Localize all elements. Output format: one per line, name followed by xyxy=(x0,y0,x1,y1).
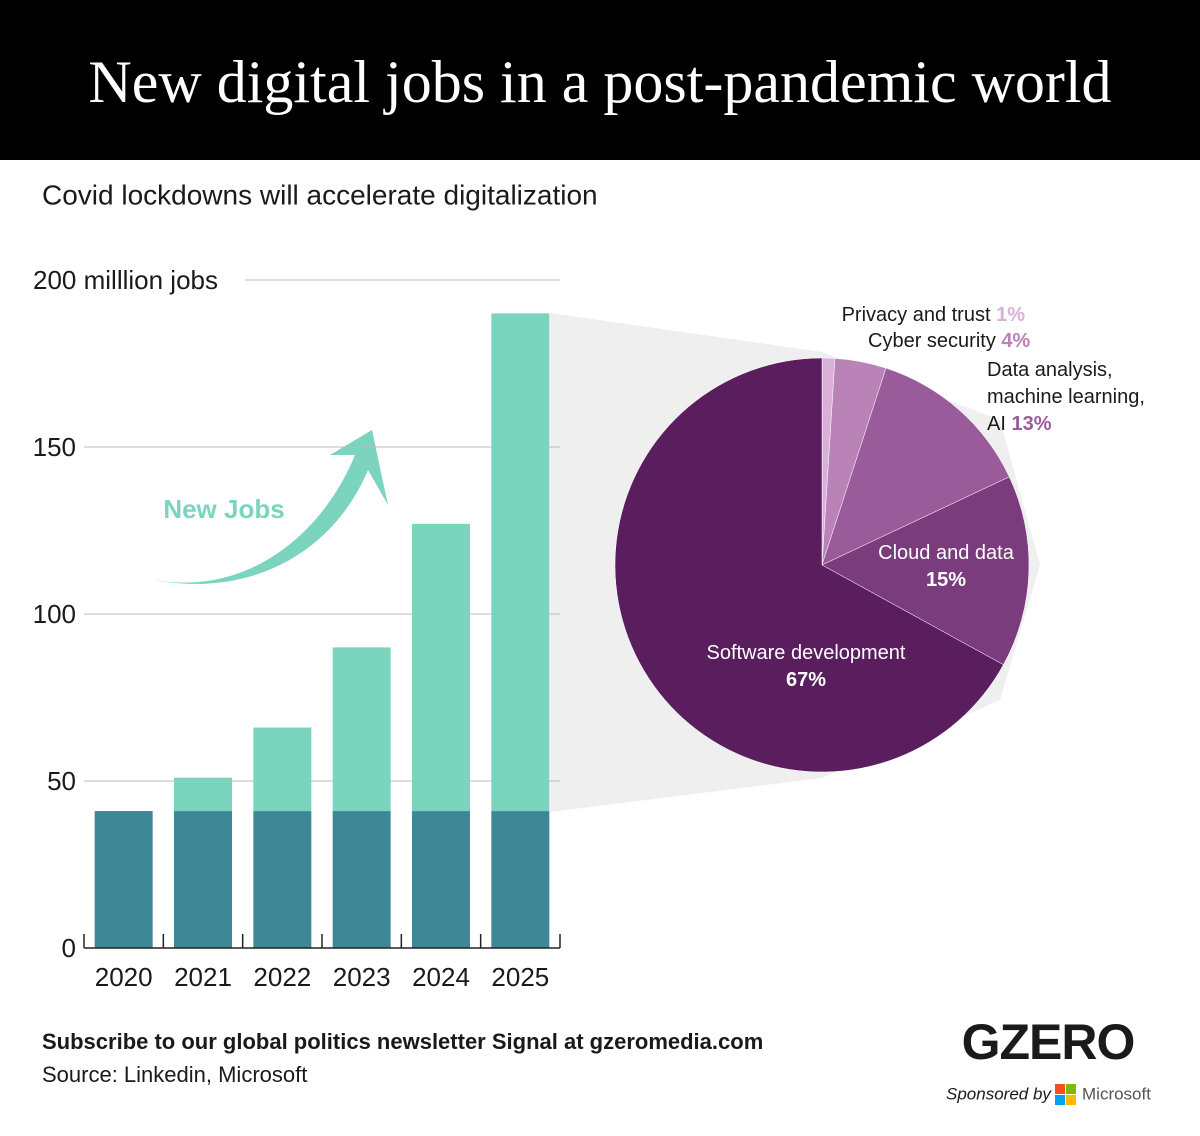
annotation: New Jobs xyxy=(163,494,284,524)
x-tick-label: 2022 xyxy=(253,962,311,992)
bar-segment xyxy=(332,811,391,948)
pie-label: Privacy and trust 1% xyxy=(842,302,1025,329)
y-tick-label: 100 xyxy=(33,599,76,629)
bar-segment xyxy=(253,811,312,948)
pie-label: Cyber security 4% xyxy=(868,328,1030,355)
pie-label: Cloud and data 15% xyxy=(876,540,1016,594)
y-tick-label: 150 xyxy=(33,432,76,462)
pie-slice xyxy=(821,476,1030,666)
pie-label: Software development 67% xyxy=(706,640,906,694)
pie-label-name: Data analysis, machine learning, AI xyxy=(987,359,1145,435)
pie-label-value: 1% xyxy=(996,304,1025,326)
bar-segment xyxy=(174,811,232,948)
pie-label-value: 4% xyxy=(1001,330,1031,352)
x-tick-label: 2023 xyxy=(333,962,391,992)
bar-segment xyxy=(253,727,312,812)
pie-label-value: 67% xyxy=(785,669,827,691)
y-tick-label: 200 milllion jobs xyxy=(33,265,218,295)
x-tick-label: 2024 xyxy=(412,962,470,992)
logo: GZERO xyxy=(962,1014,1135,1070)
bar-segment xyxy=(412,523,470,812)
x-tick-label: 2020 xyxy=(95,962,153,992)
pie-slice xyxy=(614,357,1004,773)
bar-segment xyxy=(491,811,550,948)
sponsored: Sponsored by xyxy=(946,1084,1052,1103)
pie-label-value: 13% xyxy=(1011,413,1052,435)
arrow xyxy=(145,430,388,584)
title-banner xyxy=(0,0,1200,160)
pie-label-name: Cloud and data xyxy=(878,542,1014,564)
x-tick-label: 2021 xyxy=(174,962,232,992)
subtitle: Covid lockdowns will accelerate digitali… xyxy=(42,179,598,210)
y-tick-label: 50 xyxy=(47,766,76,796)
bar-segment xyxy=(332,647,391,812)
bar-segment xyxy=(174,777,232,812)
bar-segment xyxy=(412,811,470,948)
pie-label: Data analysis, machine learning, AI 13% xyxy=(987,357,1167,438)
pie-label-name: Privacy and trust xyxy=(841,304,991,326)
microsoft-logo xyxy=(1055,1084,1076,1105)
subscribe: Subscribe to our global politics newslet… xyxy=(42,1029,763,1054)
source: Source: Linkedin, Microsoft xyxy=(42,1062,307,1087)
bar-segment xyxy=(94,811,153,948)
pie-label-name: Software development xyxy=(706,642,906,664)
pie-label-name: Cyber security xyxy=(868,330,996,352)
chart-title: New digital jobs in a post-pandemic worl… xyxy=(88,49,1111,115)
pie-slice xyxy=(821,367,1010,566)
pie-label-value: 15% xyxy=(925,569,967,591)
y-tick-label: 0 xyxy=(62,933,76,963)
bar-segment xyxy=(491,313,550,812)
x-tick-label: 2025 xyxy=(491,962,549,992)
sponsor: Microsoft xyxy=(1082,1084,1151,1103)
